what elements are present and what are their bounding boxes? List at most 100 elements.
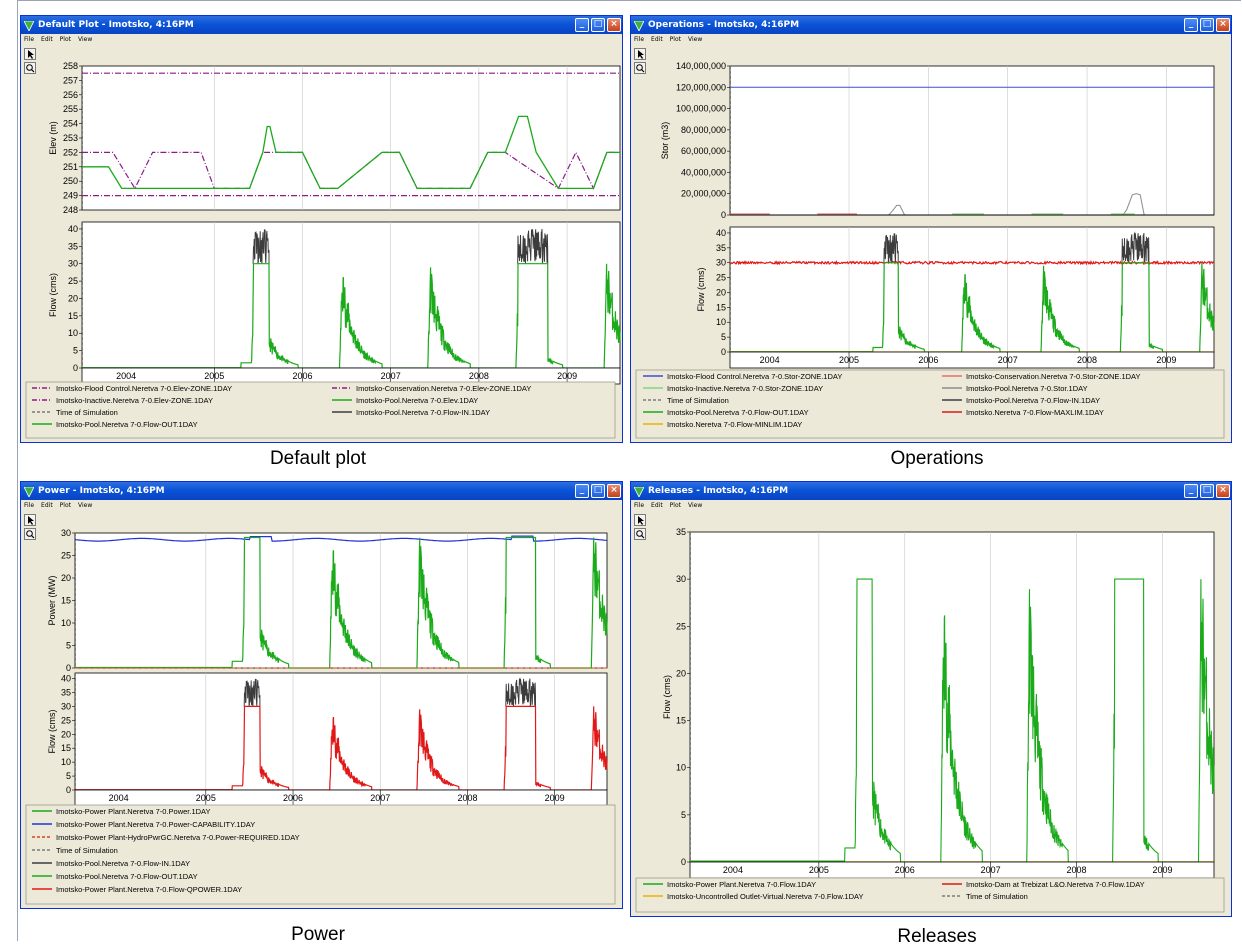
close-button[interactable]: × bbox=[1216, 18, 1230, 32]
y-tick-label: 251 bbox=[63, 162, 78, 172]
menu-file[interactable]: File bbox=[24, 502, 35, 509]
x-tick-label: 2008 bbox=[1067, 865, 1087, 875]
menu-plot[interactable]: Plot bbox=[59, 502, 71, 509]
legend-entry: Imotsko-Power Plant.Neretva 7-0.Power.1D… bbox=[56, 807, 211, 816]
x-tick-label: 2009 bbox=[545, 793, 565, 803]
x-tick-label: 2008 bbox=[469, 371, 489, 381]
y-tick-label: 256 bbox=[63, 90, 78, 100]
menu-edit[interactable]: Edit bbox=[41, 502, 53, 509]
maximize-button[interactable]: □ bbox=[1200, 18, 1214, 32]
y-tick-label: 20 bbox=[676, 668, 686, 678]
power-plant-flow-line bbox=[690, 578, 1215, 863]
y-tick-label: 249 bbox=[63, 191, 78, 201]
zoom-tool-button[interactable] bbox=[634, 62, 646, 74]
pointer-tool-button[interactable] bbox=[634, 48, 646, 60]
minimize-button[interactable]: _ bbox=[575, 484, 589, 498]
legend-entry: Imotsko-Pool.Neretva 7-0.Stor.1DAY bbox=[966, 384, 1088, 393]
y-tick-label: 5 bbox=[66, 641, 71, 651]
y-tick-label: 40 bbox=[68, 224, 78, 234]
y-tick-label: 35 bbox=[68, 241, 78, 251]
pointer-icon bbox=[28, 50, 34, 59]
close-button[interactable]: × bbox=[607, 18, 621, 32]
flow-in-line bbox=[243, 678, 261, 707]
legend-entry: Time of Simulation bbox=[56, 846, 118, 855]
legend-entry: Imotsko-Power Plant.Neretva 7-0.Flow.1DA… bbox=[667, 880, 816, 889]
plot-area bbox=[689, 531, 1215, 863]
pointer-icon bbox=[638, 516, 644, 525]
x-tick-label: 2007 bbox=[381, 371, 401, 381]
title-bar[interactable]: Default Plot - Imotsko, 4:16PM _ □ × bbox=[21, 16, 622, 34]
title-bar[interactable]: Releases - Imotsko, 4:16PM _ □ × bbox=[631, 482, 1231, 500]
legend-entry: Imotsko-Pool.Neretva 7-0.Flow-IN.1DAY bbox=[356, 408, 490, 417]
legend-entry: Imotsko-Uncontrolled Outlet-Virtual.Nere… bbox=[667, 892, 863, 901]
zoom-tool-button[interactable] bbox=[634, 528, 646, 540]
maximize-button[interactable]: □ bbox=[591, 484, 605, 498]
x-axis-band bbox=[729, 351, 1215, 369]
menu-plot[interactable]: Plot bbox=[669, 502, 681, 509]
flow-in-line bbox=[1121, 231, 1150, 263]
x-tick-label: 2006 bbox=[895, 865, 915, 875]
y-tick-label: 0 bbox=[66, 663, 71, 673]
legend-entry: Time of Simulation bbox=[56, 408, 118, 417]
minimize-button[interactable]: _ bbox=[1184, 18, 1198, 32]
legend-entry: Time of Simulation bbox=[966, 892, 1028, 901]
pointer-tool-button[interactable] bbox=[634, 514, 646, 526]
window-title: Power - Imotsko, 4:16PM bbox=[38, 486, 165, 496]
legend-entry: Imotsko-Pool.Neretva 7-0.Elev.1DAY bbox=[356, 396, 478, 405]
menu-view[interactable]: View bbox=[77, 502, 93, 509]
menu-bar: File Edit Plot View bbox=[21, 34, 622, 46]
pointer-tool-button[interactable] bbox=[24, 514, 36, 526]
maximize-button[interactable]: □ bbox=[591, 18, 605, 32]
menu-file[interactable]: File bbox=[634, 502, 645, 509]
y-axis-label: Power (MW) bbox=[47, 576, 57, 626]
y-axis-label: Flow (cms) bbox=[48, 273, 58, 317]
menu-edit[interactable]: Edit bbox=[651, 36, 663, 43]
capability-line bbox=[74, 535, 608, 542]
y-tick-label: 20 bbox=[61, 573, 71, 583]
title-bar[interactable]: Operations - Imotsko, 4:16PM _ □ × bbox=[631, 16, 1231, 34]
caption-default-plot: Default plot bbox=[269, 448, 367, 469]
caption-operations: Operations bbox=[890, 448, 984, 469]
y-tick-label: 40 bbox=[61, 674, 71, 684]
y-tick-label: 15 bbox=[61, 596, 71, 606]
menu-view[interactable]: View bbox=[687, 36, 703, 43]
legend-entry: Imotsko-Conservation.Neretva 7-0.Elev-ZO… bbox=[356, 384, 531, 393]
zoom-tool-button[interactable] bbox=[24, 62, 36, 74]
x-tick-label: 2005 bbox=[196, 793, 216, 803]
window-title: Default Plot - Imotsko, 4:16PM bbox=[38, 20, 194, 30]
minimize-button[interactable]: _ bbox=[1184, 484, 1198, 498]
flow-in-line bbox=[517, 228, 549, 264]
x-tick-label: 2009 bbox=[1152, 865, 1172, 875]
legend-entry: Time of Simulation bbox=[667, 396, 729, 405]
menu-edit[interactable]: Edit bbox=[651, 502, 663, 509]
legend-box bbox=[25, 804, 616, 905]
menu-plot[interactable]: Plot bbox=[59, 36, 71, 43]
y-tick-label: 35 bbox=[676, 527, 686, 537]
y-tick-label: 35 bbox=[61, 688, 71, 698]
y-tick-label: 120,000,000 bbox=[676, 82, 726, 92]
y-tick-label: 100,000,000 bbox=[676, 104, 726, 114]
menu-view[interactable]: View bbox=[687, 502, 703, 509]
power-line bbox=[75, 536, 608, 669]
x-tick-label: 2005 bbox=[839, 355, 859, 365]
y-tick-label: 15 bbox=[61, 743, 71, 753]
minimize-button[interactable]: _ bbox=[575, 18, 589, 32]
y-tick-label: 20,000,000 bbox=[681, 189, 726, 199]
title-bar[interactable]: Power - Imotsko, 4:16PM _ □ × bbox=[21, 482, 622, 500]
pointer-tool-button[interactable] bbox=[24, 48, 36, 60]
menu-view[interactable]: View bbox=[77, 36, 93, 43]
maximize-button[interactable]: □ bbox=[1200, 484, 1214, 498]
menu-file[interactable]: File bbox=[634, 36, 645, 43]
menu-bar: File Edit Plot View bbox=[21, 500, 622, 512]
y-tick-label: 5 bbox=[681, 810, 686, 820]
menu-plot[interactable]: Plot bbox=[669, 36, 681, 43]
y-axis-label: Stor (m3) bbox=[660, 122, 670, 160]
y-tick-label: 30 bbox=[716, 258, 726, 268]
close-button[interactable]: × bbox=[607, 484, 621, 498]
menu-edit[interactable]: Edit bbox=[41, 36, 53, 43]
close-button[interactable]: × bbox=[1216, 484, 1230, 498]
menu-file[interactable]: File bbox=[24, 36, 35, 43]
x-tick-label: 2006 bbox=[918, 355, 938, 365]
pool-elev-line bbox=[82, 115, 620, 190]
zoom-tool-button[interactable] bbox=[24, 528, 36, 540]
